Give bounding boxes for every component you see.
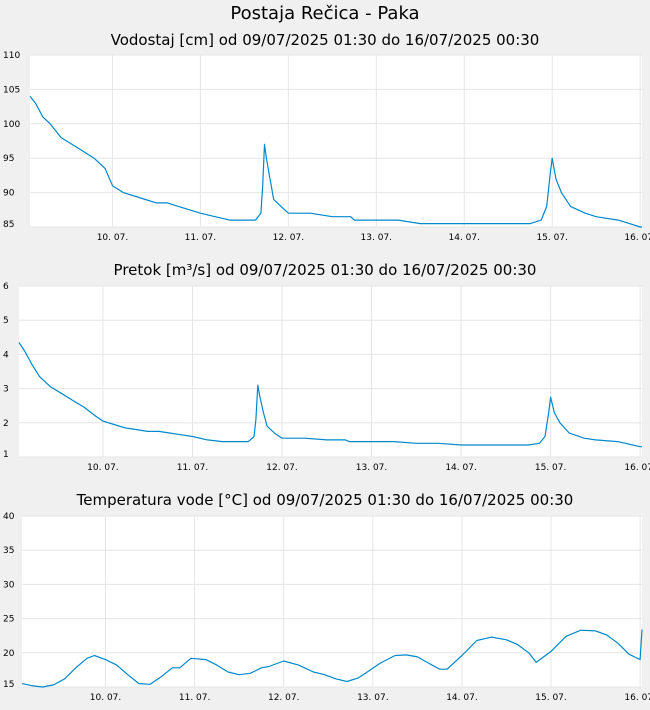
x-tick-label-discharge: 14. 07. (445, 463, 477, 473)
y-tick-label-water-temperature: 20 (3, 649, 15, 659)
x-tick-label-discharge: 15. 07. (535, 463, 567, 473)
x-tick-label-water-temperature: 16. 07. (624, 693, 650, 703)
y-tick-label-water-level: 85 (3, 220, 14, 230)
y-tick-label-water-temperature: 25 (3, 615, 14, 625)
x-tick-label-water-level: 11. 07. (185, 233, 217, 243)
x-tick-label-water-level: 12. 07. (273, 233, 305, 243)
y-tick-label-water-temperature: 35 (3, 546, 14, 556)
y-tick-label-water-temperature: 15 (3, 680, 14, 690)
x-tick-label-water-level: 10. 07. (97, 233, 129, 243)
y-tick-label-water-temperature: 30 (3, 580, 15, 590)
x-tick-label-water-level: 15. 07. (536, 233, 568, 243)
series-line-water-temperature (21, 629, 643, 688)
x-tick-label-water-level: 13. 07. (361, 233, 393, 243)
chart-title-water-level: Vodostaj [cm] od 09/07/2025 01:30 do 16/… (110, 31, 540, 49)
y-tick-label-water-level: 95 (3, 154, 14, 164)
series-line-discharge (18, 342, 642, 448)
y-tick-label-water-level: 105 (3, 85, 20, 95)
plot-area-discharge (19, 286, 642, 457)
y-tick-label-discharge: 6 (3, 282, 9, 292)
chart-title-discharge: Pretok [m³/s] od 09/07/2025 01:30 do 16/… (113, 261, 537, 279)
x-tick-label-water-temperature: 13. 07. (357, 693, 389, 703)
chart-title-water-temperature: Temperatura vode [°C] od 09/07/2025 01:3… (76, 491, 574, 509)
y-tick-label-water-level: 100 (3, 120, 20, 130)
x-tick-label-water-temperature: 11. 07. (179, 693, 211, 703)
y-tick-label-discharge: 2 (3, 419, 9, 429)
chart-discharge: 1 2 3 4 5 6 10. 07. 11. 07. 12. 07. 13. 07. 14. 07… (3, 282, 650, 473)
x-tick-label-water-level: 14. 07. (449, 233, 481, 243)
chart-water-level: 85 90 95 100 105 110 10. 07. 11. 07. 12. 07. 13. … (3, 51, 650, 243)
y-tick-label-discharge: 3 (3, 385, 9, 395)
series-line-water-level (29, 95, 642, 228)
y-tick-label-water-level: 110 (3, 51, 20, 61)
y-tick-label-discharge: 4 (3, 350, 9, 360)
y-tick-label-water-level: 90 (3, 189, 15, 199)
x-tick-label-discharge: 12. 07. (266, 463, 298, 473)
x-tick-label-water-temperature: 14. 07. (446, 693, 478, 703)
x-tick-label-water-level: 16. 07. (624, 233, 650, 243)
x-tick-label-discharge: 16. 07. (624, 463, 650, 473)
x-tick-label-water-temperature: 10. 07. (90, 693, 122, 703)
x-tick-label-water-temperature: 12. 07. (268, 693, 300, 703)
x-tick-label-discharge: 10. 07. (87, 463, 119, 473)
plot-area-water-temperature (22, 516, 642, 687)
chart-water-temperature: 15 20 25 30 35 40 10. 07. 11. 07. 12. 07. 13. 07.… (3, 512, 650, 703)
page-title: Postaja Rečica - Paka (230, 3, 420, 24)
y-tick-label-water-temperature: 40 (3, 512, 15, 522)
x-tick-label-discharge: 11. 07. (177, 463, 209, 473)
plot-area-water-level (30, 55, 642, 227)
y-tick-label-discharge: 1 (3, 450, 9, 460)
y-tick-label-discharge: 5 (3, 316, 9, 326)
x-tick-label-discharge: 13. 07. (356, 463, 388, 473)
x-tick-label-water-temperature: 15. 07. (535, 693, 567, 703)
